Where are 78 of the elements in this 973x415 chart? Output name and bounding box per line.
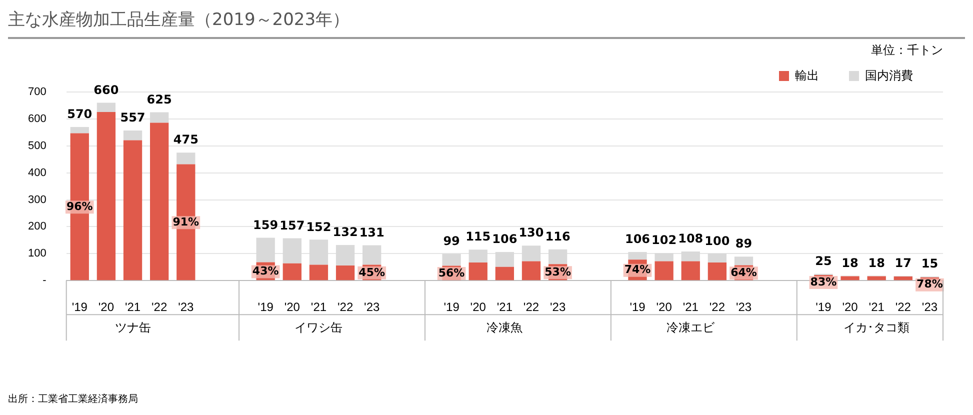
annotation: 43% <box>252 264 279 278</box>
total-label: 17 <box>894 256 912 270</box>
x-tick-label: '20 <box>656 300 672 314</box>
total-label: 100 <box>704 234 730 248</box>
x-tick-label: '20 <box>470 300 486 314</box>
total-label: 116 <box>545 229 570 244</box>
x-tick-label: '20 <box>98 300 114 314</box>
total-label: 157 <box>280 218 305 232</box>
x-tick-label: '21 <box>868 300 885 314</box>
total-label: 102 <box>652 233 677 248</box>
total-label: 130 <box>518 226 544 240</box>
x-tick-label: '19 <box>258 300 274 314</box>
x-tick-label: '22 <box>337 300 354 314</box>
y-tick-label: 600 <box>28 112 46 125</box>
total-label: 106 <box>624 232 650 246</box>
total-label: 25 <box>815 254 832 268</box>
x-tick-label: '23 <box>178 300 194 314</box>
total-label: 18 <box>868 256 885 270</box>
y-tick-label: 700 <box>28 86 46 98</box>
y-tick-label: 100 <box>28 248 46 260</box>
x-tick-label: '21 <box>496 300 513 314</box>
total-label: 15 <box>921 256 938 271</box>
x-tick-label: '22 <box>523 300 540 314</box>
total-label: 159 <box>253 218 278 232</box>
total-label: 131 <box>359 225 384 240</box>
annotation: 91% <box>172 216 200 229</box>
x-tick-label: '22 <box>152 300 168 314</box>
total-label: 152 <box>306 220 332 234</box>
chart-title: 主な水産物加工品生産量（2019～2023年） <box>8 8 965 39</box>
annotation: 53% <box>544 265 571 278</box>
total-label: 475 <box>173 132 198 147</box>
x-tick-label: '19 <box>444 300 460 314</box>
y-tick-label: 400 <box>28 166 46 179</box>
x-tick-label: '23 <box>550 300 566 314</box>
annotation: 56% <box>438 266 465 280</box>
y-tick-label: 300 <box>28 194 46 206</box>
x-tick-label: '23 <box>736 300 752 314</box>
x-tick-label: '21 <box>310 300 327 314</box>
legend-label: 国内消費 <box>865 68 913 82</box>
x-tick-label: '22 <box>709 300 726 314</box>
total-label: 557 <box>120 110 146 125</box>
y-tick-label: 200 <box>28 220 46 233</box>
text: ツナ缶 <box>114 320 151 335</box>
text: イワシ缶 <box>294 320 343 335</box>
x-tick-label: '23 <box>364 300 380 314</box>
text: 冷凍エビ <box>666 320 716 335</box>
x-tick-label: '19 <box>72 300 88 314</box>
total-label: 108 <box>678 232 704 246</box>
y-tick-label: - <box>42 274 47 287</box>
x-tick-label: '20 <box>284 300 300 314</box>
annotation: 45% <box>358 266 386 279</box>
annotation: 74% <box>624 263 651 276</box>
y-tick-label: 500 <box>28 140 46 152</box>
text: イカ･タコ類 <box>844 320 910 335</box>
x-tick-label: '19 <box>816 300 832 314</box>
x-tick-label: '19 <box>630 300 646 314</box>
total-label: 570 <box>67 107 92 122</box>
total-label: 99 <box>443 234 460 248</box>
annotation: 78% <box>916 278 943 291</box>
total-label: 89 <box>735 236 752 251</box>
annotation: 64% <box>730 266 757 280</box>
total-label: 115 <box>466 230 491 244</box>
annotation: 83% <box>810 275 837 288</box>
total-label: 132 <box>332 225 358 240</box>
y-axis-title: 単位：千トン <box>871 42 943 59</box>
total-label: 18 <box>842 256 858 270</box>
x-tick-label: '23 <box>922 300 938 314</box>
legend-label: 輸出 <box>795 68 819 82</box>
annotation: 96% <box>66 200 93 214</box>
x-tick-label: '21 <box>682 300 699 314</box>
total-label: 660 <box>94 82 119 97</box>
text: 出所：工業省工業経済事務局 <box>8 392 138 406</box>
x-tick-label: '22 <box>895 300 912 314</box>
total-label: 625 <box>146 92 172 106</box>
x-tick-label: '20 <box>842 300 858 314</box>
total-label: 106 <box>492 232 518 246</box>
x-tick-label: '21 <box>124 300 141 314</box>
text: 冷凍魚 <box>486 320 523 335</box>
